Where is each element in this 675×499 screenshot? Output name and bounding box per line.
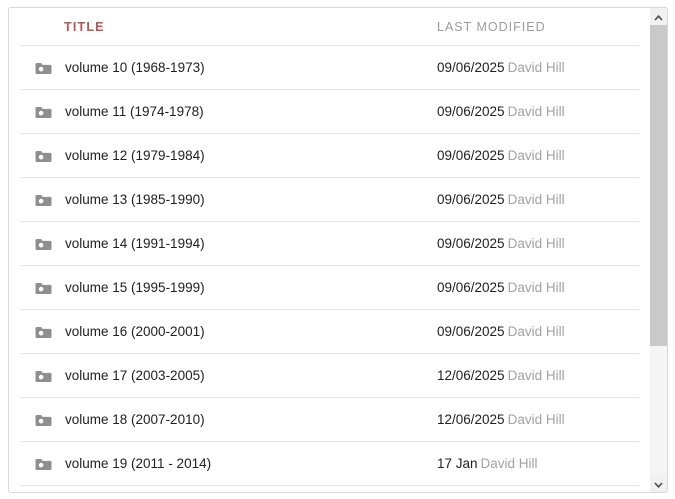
row-modified-date: 12/06/2025 bbox=[437, 412, 505, 427]
row-title[interactable]: volume 14 (1991-1994) bbox=[65, 236, 205, 251]
row-last-modified: 09/06/2025 David Hill bbox=[437, 148, 639, 163]
folder-icon bbox=[35, 457, 52, 471]
row-last-modified: 09/06/2025 David Hill bbox=[437, 236, 639, 251]
folder-icon bbox=[35, 61, 52, 75]
table-row[interactable]: volume 16 (2000-2001) 09/06/2025 David Hi… bbox=[21, 310, 639, 354]
row-modified-date: 09/06/2025 bbox=[437, 104, 505, 119]
row-title[interactable]: volume 12 (1979-1984) bbox=[65, 148, 205, 163]
chevron-down-icon bbox=[654, 475, 663, 493]
folder-icon bbox=[35, 105, 52, 119]
table-row[interactable]: volume 10 (1968-1973) 09/06/2025 David Hi… bbox=[21, 46, 639, 90]
row-modified-date: 12/06/2025 bbox=[437, 368, 505, 383]
table-row[interactable]: volume 11 (1974-1978) 09/06/2025 David Hi… bbox=[21, 90, 639, 134]
row-last-modified: 17 Jan David Hill bbox=[437, 456, 639, 471]
row-title[interactable]: volume 15 (1995-1999) bbox=[65, 280, 205, 295]
row-modified-date: 09/06/2025 bbox=[437, 60, 505, 75]
table-row[interactable]: volume 17 (2003-2005) 12/06/2025 David Hi… bbox=[21, 354, 639, 398]
row-modified-by: David Hill bbox=[507, 60, 565, 75]
row-title[interactable]: volume 13 (1985-1990) bbox=[65, 192, 205, 207]
row-modified-by: David Hill bbox=[507, 324, 565, 339]
row-title[interactable]: volume 10 (1968-1973) bbox=[65, 60, 205, 75]
row-last-modified: 09/06/2025 David Hill bbox=[437, 324, 639, 339]
row-title[interactable]: volume 11 (1974-1978) bbox=[65, 104, 204, 119]
folder-icon bbox=[35, 149, 52, 163]
table-row[interactable]: volume 13 (1985-1990) 09/06/2025 David Hi… bbox=[21, 178, 639, 222]
folder-icon bbox=[35, 237, 52, 251]
row-modified-by: David Hill bbox=[507, 236, 565, 251]
table-row[interactable]: volume 15 (1995-1999) 09/06/2025 David Hi… bbox=[21, 266, 639, 310]
row-last-modified: 09/06/2025 David Hill bbox=[437, 280, 639, 295]
row-last-modified: 09/06/2025 David Hill bbox=[437, 104, 639, 119]
row-modified-by: David Hill bbox=[507, 368, 565, 383]
folder-icon bbox=[35, 193, 52, 207]
table-row[interactable]: volume 12 (1979-1984) 09/06/2025 David Hi… bbox=[21, 134, 639, 178]
row-last-modified: 12/06/2025 David Hill bbox=[437, 412, 639, 427]
row-modified-by: David Hill bbox=[507, 104, 565, 119]
scroll-up-button[interactable] bbox=[650, 8, 667, 25]
table-body: volume 10 (1968-1973) 09/06/2025 David Hi… bbox=[21, 46, 639, 486]
row-modified-date: 09/06/2025 bbox=[437, 280, 505, 295]
row-modified-by: David Hill bbox=[507, 192, 565, 207]
row-title[interactable]: volume 16 (2000-2001) bbox=[65, 324, 205, 339]
chevron-up-icon bbox=[654, 8, 663, 26]
row-modified-by: David Hill bbox=[480, 456, 538, 471]
row-last-modified: 12/06/2025 David Hill bbox=[437, 368, 639, 383]
folder-icon bbox=[35, 325, 52, 339]
folder-icon bbox=[35, 369, 52, 383]
folder-icon bbox=[35, 281, 52, 295]
row-last-modified: 09/06/2025 David Hill bbox=[437, 192, 639, 207]
row-modified-date: 17 Jan bbox=[437, 456, 478, 471]
row-title[interactable]: volume 18 (2007-2010) bbox=[65, 412, 205, 427]
row-modified-by: David Hill bbox=[507, 280, 565, 295]
row-modified-date: 09/06/2025 bbox=[437, 192, 505, 207]
file-list-content: TITLE LAST MODIFIED volume 10 (1968-1973… bbox=[9, 8, 650, 492]
scrollbar-thumb[interactable] bbox=[650, 25, 667, 346]
row-last-modified: 09/06/2025 David Hill bbox=[437, 60, 639, 75]
row-title[interactable]: volume 19 (2011 - 2014) bbox=[65, 456, 212, 471]
scroll-down-button[interactable] bbox=[650, 475, 667, 492]
vertical-scrollbar[interactable] bbox=[650, 8, 667, 492]
column-header-last-modified[interactable]: LAST MODIFIED bbox=[437, 19, 546, 34]
row-title[interactable]: volume 17 (2003-2005) bbox=[65, 368, 205, 383]
row-modified-by: David Hill bbox=[507, 412, 565, 427]
table-row[interactable]: volume 18 (2007-2010) 12/06/2025 David Hi… bbox=[21, 398, 639, 442]
folder-icon bbox=[35, 413, 52, 427]
table-header-row: TITLE LAST MODIFIED bbox=[21, 8, 639, 46]
column-header-title[interactable]: TITLE bbox=[64, 19, 105, 34]
table-row[interactable]: volume 19 (2011 - 2014) 17 Jan David Hill bbox=[21, 442, 639, 486]
row-modified-by: David Hill bbox=[507, 148, 565, 163]
row-modified-date: 09/06/2025 bbox=[437, 148, 505, 163]
file-list-panel: TITLE LAST MODIFIED volume 10 (1968-1973… bbox=[8, 7, 668, 493]
table-row[interactable]: volume 14 (1991-1994) 09/06/2025 David Hi… bbox=[21, 222, 639, 266]
row-modified-date: 09/06/2025 bbox=[437, 324, 505, 339]
row-modified-date: 09/06/2025 bbox=[437, 236, 505, 251]
